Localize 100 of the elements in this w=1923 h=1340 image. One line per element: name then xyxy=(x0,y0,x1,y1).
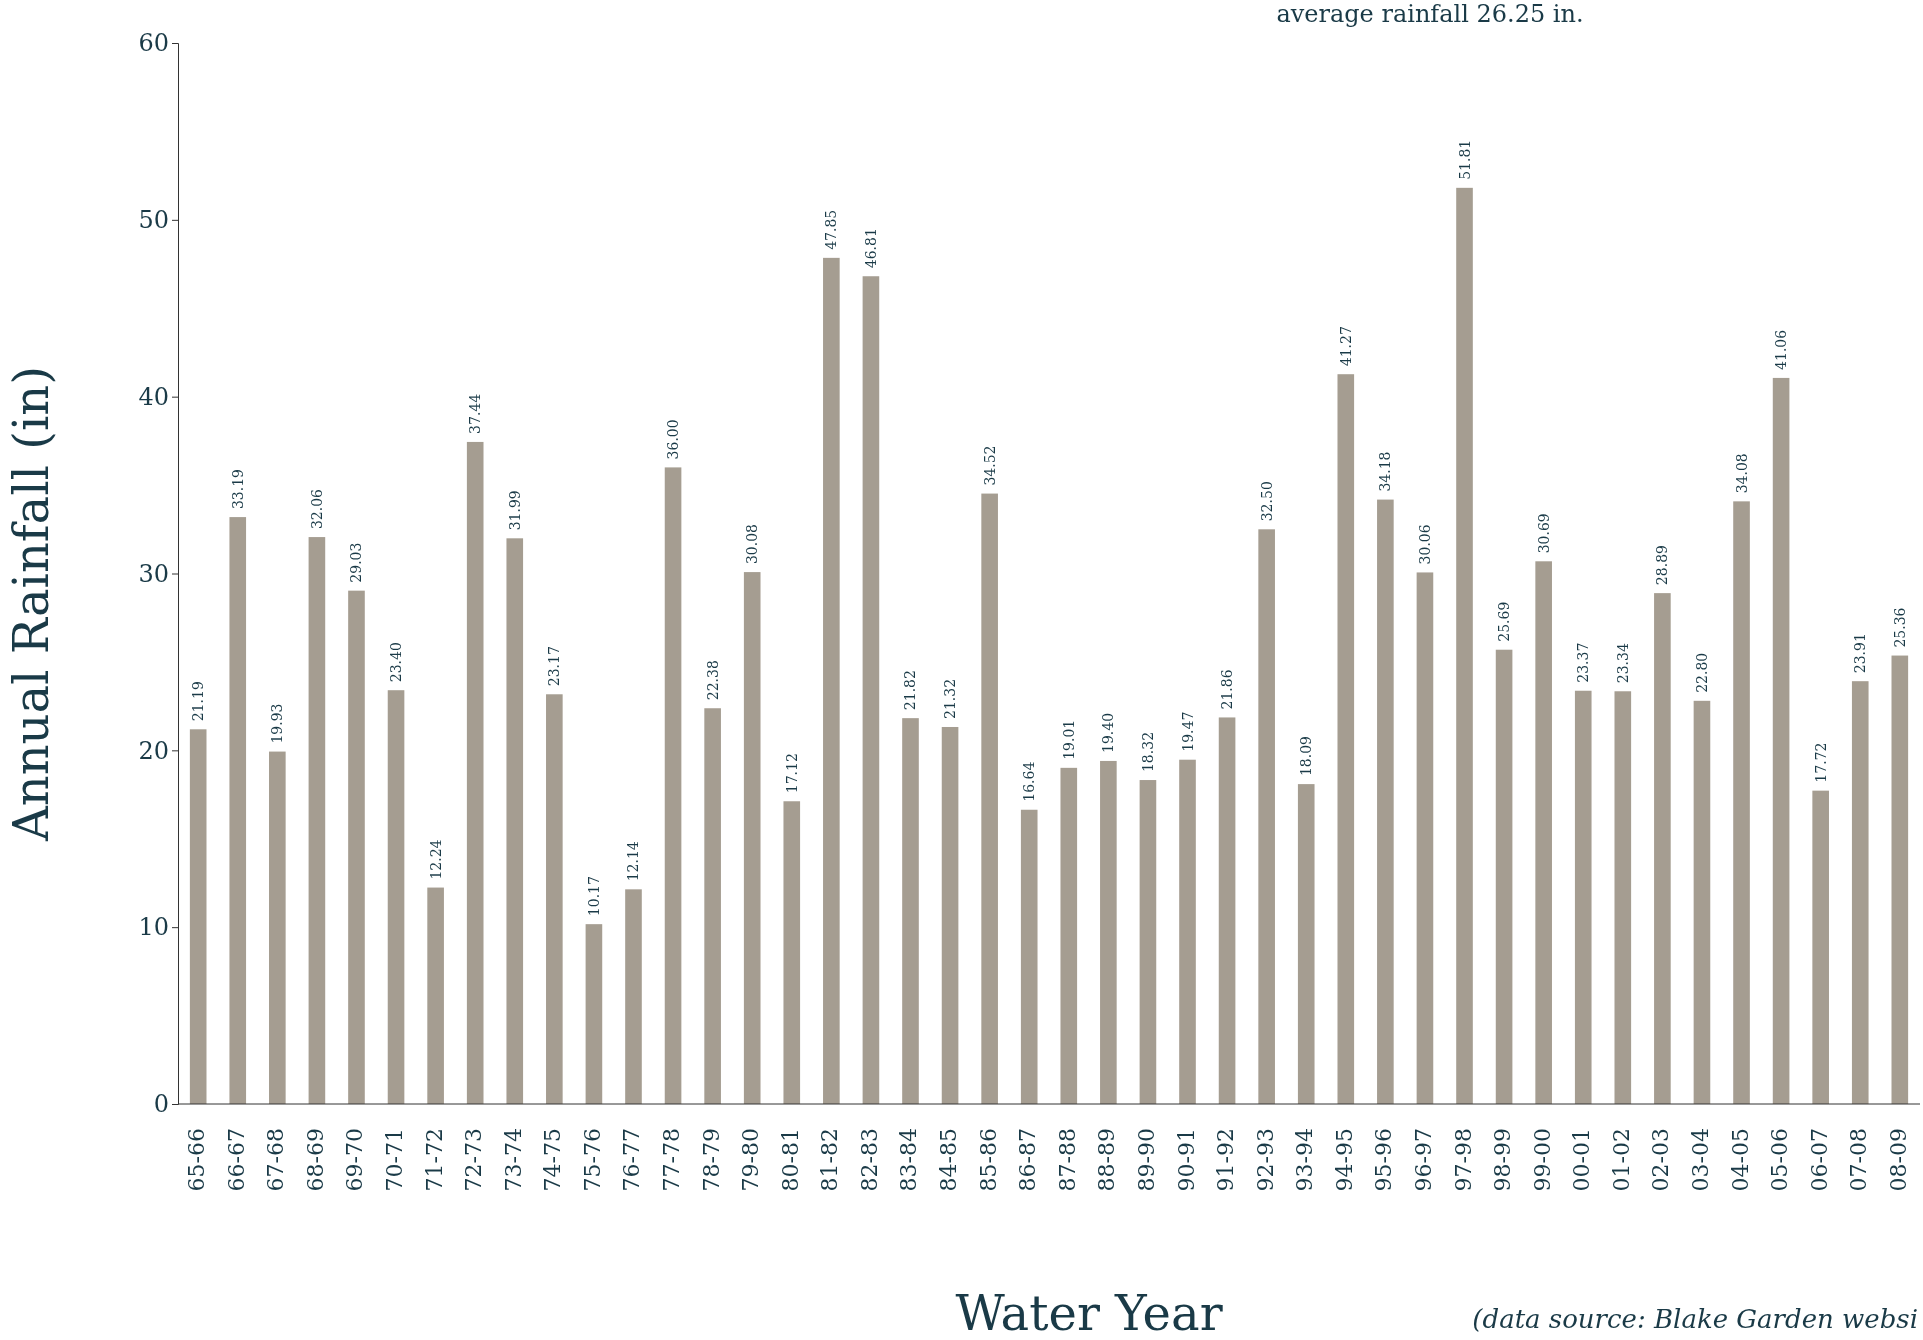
y-tick-label: 0 xyxy=(153,1090,169,1119)
y-tick-label: 40 xyxy=(138,382,169,411)
data-label: 34.52 xyxy=(981,445,998,486)
x-tick-label: 87-88 xyxy=(1054,1128,1080,1192)
bar xyxy=(1456,187,1473,1104)
data-label: 12.24 xyxy=(427,839,444,880)
data-label: 33.19 xyxy=(229,469,246,510)
data-label: 23.91 xyxy=(1852,633,1869,674)
x-tick-label: 03-04 xyxy=(1687,1128,1713,1192)
data-label: 41.06 xyxy=(1773,329,1790,370)
x-tick-label: 68-69 xyxy=(302,1128,328,1192)
data-label: 51.81 xyxy=(1456,139,1473,180)
bar xyxy=(308,537,326,1104)
bar xyxy=(1218,717,1236,1104)
x-tick-label: 65-66 xyxy=(184,1128,210,1192)
x-tick-label: 94-95 xyxy=(1331,1128,1357,1192)
bar xyxy=(1060,767,1078,1104)
x-tick-label: 85-86 xyxy=(975,1128,1001,1192)
data-label: 21.19 xyxy=(190,681,207,722)
bar xyxy=(1337,374,1355,1104)
x-tick-label: 96-97 xyxy=(1410,1128,1436,1192)
bar xyxy=(1772,377,1790,1104)
bar xyxy=(1377,499,1394,1104)
bar xyxy=(229,517,247,1104)
data-label: 47.85 xyxy=(823,209,840,250)
bar xyxy=(1891,655,1909,1104)
x-tick-label: 01-02 xyxy=(1608,1128,1634,1192)
x-tick-label: 66-67 xyxy=(223,1128,249,1192)
data-label: 34.18 xyxy=(1377,451,1394,492)
x-tick-label: 81-82 xyxy=(817,1128,843,1192)
bar xyxy=(506,538,524,1104)
bar xyxy=(1535,561,1552,1104)
x-tick-label: 95-96 xyxy=(1371,1128,1397,1192)
data-label: 18.32 xyxy=(1139,731,1156,773)
data-label: 23.37 xyxy=(1575,642,1592,683)
x-tick-label: 92-93 xyxy=(1252,1128,1278,1192)
y-tick-label: 20 xyxy=(138,736,169,765)
bar xyxy=(902,718,919,1104)
x-tick-label: 73-74 xyxy=(500,1128,526,1192)
x-tick-label: 04-05 xyxy=(1727,1128,1753,1192)
data-label: 23.17 xyxy=(546,646,563,687)
data-label: 37.44 xyxy=(467,393,484,434)
data-label: 30.06 xyxy=(1416,524,1433,565)
bar xyxy=(585,924,603,1104)
data-label: 19.47 xyxy=(1179,711,1196,752)
x-tick-label: 79-80 xyxy=(738,1128,764,1192)
x-tick-label: 90-91 xyxy=(1173,1128,1199,1192)
bar xyxy=(1416,572,1434,1104)
data-label: 19.01 xyxy=(1060,719,1077,760)
x-tick-label: 76-77 xyxy=(619,1128,645,1192)
data-label: 21.82 xyxy=(902,670,919,711)
x-tick-label: 88-89 xyxy=(1094,1128,1120,1192)
bar xyxy=(466,441,484,1104)
bar xyxy=(269,751,286,1104)
data-label: 28.89 xyxy=(1654,545,1671,586)
data-label: 12.14 xyxy=(625,841,642,882)
data-label: 10.17 xyxy=(585,876,602,917)
x-tick-label: 78-79 xyxy=(698,1128,724,1192)
data-label: 22.80 xyxy=(1693,652,1710,693)
x-tick-label: 00-01 xyxy=(1569,1128,1595,1192)
bar xyxy=(1733,501,1750,1104)
y-tick-label: 10 xyxy=(138,913,169,942)
x-tick-label: 91-92 xyxy=(1213,1128,1239,1192)
bar xyxy=(1574,690,1592,1104)
bar xyxy=(387,690,405,1104)
data-label: 34.08 xyxy=(1733,453,1750,494)
bar xyxy=(664,467,682,1104)
bar xyxy=(1139,780,1157,1104)
data-label: 21.86 xyxy=(1219,669,1236,710)
x-tick-label: 70-71 xyxy=(382,1128,408,1192)
x-tick-label: 82-83 xyxy=(856,1128,882,1192)
text: (data source: Blake Garden websi xyxy=(1472,1304,1918,1334)
bar xyxy=(189,729,207,1104)
data-label: 30.69 xyxy=(1535,513,1552,554)
x-tick-label: 69-70 xyxy=(342,1128,368,1192)
x-tick-label: 84-85 xyxy=(936,1128,962,1192)
bar xyxy=(1495,649,1513,1104)
text: average rainfall 26.25 in. xyxy=(1276,0,1584,28)
y-tick-label: 30 xyxy=(138,559,169,588)
data-label: 23.40 xyxy=(388,642,405,683)
x-tick-label: 98-99 xyxy=(1490,1128,1516,1192)
bar xyxy=(743,572,761,1104)
x-tick-label: 75-76 xyxy=(579,1128,605,1192)
data-label: 30.08 xyxy=(744,523,761,565)
bar xyxy=(1020,809,1038,1104)
x-tick-label: 97-98 xyxy=(1450,1128,1476,1192)
data-label: 25.36 xyxy=(1891,607,1908,648)
bar xyxy=(1258,529,1275,1104)
bar xyxy=(1614,691,1632,1104)
data-label: 32.06 xyxy=(308,488,325,530)
bar xyxy=(704,708,721,1104)
y-axis-title: Annual Rainfall (in) xyxy=(3,366,59,842)
x-tick-label: 06-07 xyxy=(1806,1128,1832,1192)
x-tick-label: 67-68 xyxy=(263,1128,289,1192)
x-tick-label: 05-06 xyxy=(1767,1128,1793,1192)
bar xyxy=(1693,700,1711,1104)
data-label: 22.38 xyxy=(704,660,721,701)
data-label: 41.27 xyxy=(1337,326,1354,367)
bar xyxy=(1812,790,1829,1104)
data-label: 17.12 xyxy=(783,753,800,794)
